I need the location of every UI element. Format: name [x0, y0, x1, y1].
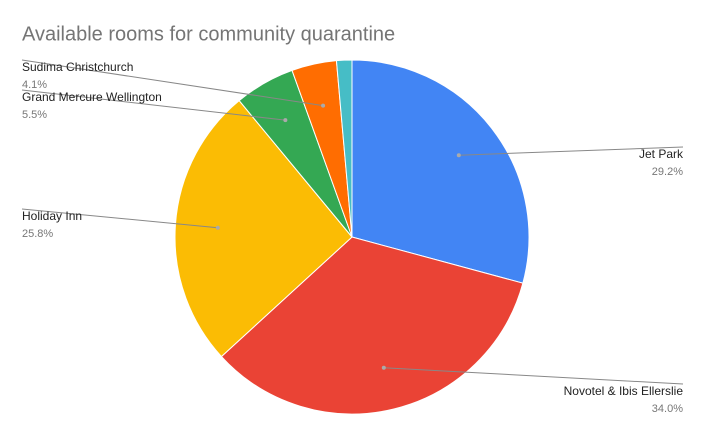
- leader-dot: [381, 365, 386, 370]
- pie-slice: [335, 59, 353, 238]
- slice-value-label: 4.1%: [22, 79, 47, 91]
- pie-slice: [220, 236, 524, 415]
- leader-dot: [283, 118, 288, 123]
- leader-line: [383, 367, 684, 385]
- slice-value-label: 5.5%: [22, 109, 47, 121]
- slice-value-label: 29.2%: [652, 166, 683, 178]
- leader-line: [21, 59, 324, 107]
- leader-line: [21, 89, 286, 121]
- leader-dot: [215, 225, 220, 230]
- slice-label: Grand Mercure Wellington: [22, 90, 162, 104]
- leader-line: [21, 208, 218, 229]
- slice-value-label: 25.8%: [22, 228, 53, 240]
- pie-slice: [351, 59, 530, 284]
- leader-line: [458, 146, 684, 156]
- chart-title: Available rooms for community quarantine: [22, 23, 395, 45]
- slice-label: Jet Park: [639, 147, 684, 161]
- leader-dot: [456, 153, 461, 158]
- slice-label: Novotel & Ibis Ellerslie: [564, 384, 684, 398]
- slice-value-label: 34.0%: [652, 403, 683, 415]
- slice-label: Holiday Inn: [22, 209, 82, 223]
- pie-slice: [174, 99, 353, 358]
- leader-dot: [321, 103, 326, 108]
- slice-label: Sudima Christchurch: [22, 60, 133, 74]
